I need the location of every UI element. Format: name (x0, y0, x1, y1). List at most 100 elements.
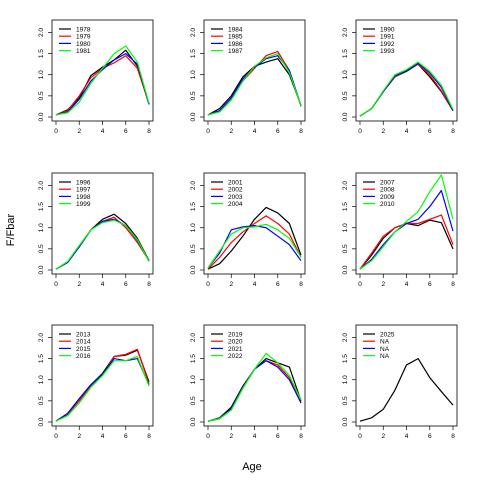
x-tick-label: 6 (124, 433, 128, 440)
x-tick-label: 8 (451, 433, 455, 440)
legend-label: 2014 (76, 339, 91, 346)
y-tick-label: 1.5 (342, 354, 349, 363)
legend-label: 2008 (380, 187, 395, 194)
y-tick-label: 2.0 (190, 28, 197, 37)
x-tick-label: 0 (54, 281, 58, 288)
y-tick-label: 2.0 (38, 333, 45, 342)
x-tick-label: 2 (381, 128, 385, 135)
y-tick-label: 2.0 (38, 181, 45, 190)
y-tick-label: 2.0 (342, 181, 349, 190)
x-tick-label: 6 (276, 128, 280, 135)
y-tick-label: 1.0 (342, 70, 349, 79)
legend-label: 1979 (76, 34, 91, 41)
y-axis-label: F/Fbar (5, 213, 17, 246)
x-tick-label: 8 (147, 281, 151, 288)
legend-label: 2020 (228, 339, 243, 346)
series-line-1-4 (55, 45, 150, 116)
legend-label: 1984 (228, 26, 243, 33)
legend-label: 2015 (76, 346, 91, 353)
legend-label: 1978 (76, 26, 91, 33)
x-tick-label: 2 (77, 433, 81, 440)
x-tick-label: 4 (253, 433, 257, 440)
y-tick-label: 1.5 (190, 49, 197, 58)
legend-label: 1987 (228, 48, 243, 55)
legend-label: 2021 (228, 346, 243, 353)
y-tick-label: 0.0 (38, 417, 45, 426)
x-tick-label: 8 (451, 281, 455, 288)
y-tick-label: 1.0 (38, 70, 45, 79)
x-tick-label: 8 (299, 281, 303, 288)
series-line-3-4 (359, 61, 454, 117)
x-tick-label: 0 (54, 128, 58, 135)
y-tick-label: 0.5 (190, 244, 197, 253)
x-tick-label: 4 (253, 281, 257, 288)
legend-label: 1999 (76, 201, 91, 208)
series-line-5-1 (207, 206, 302, 270)
series-line-2-4 (207, 52, 302, 116)
legend-label: 1986 (228, 41, 243, 48)
series-line-1-2 (55, 55, 150, 116)
plot-frame (355, 324, 458, 427)
y-tick-label: 2.0 (342, 333, 349, 342)
series-line-4-2 (55, 216, 150, 270)
series-line-6-3 (359, 189, 454, 270)
y-tick-label: 1.0 (190, 375, 197, 384)
legend-label: 1992 (380, 41, 395, 48)
x-tick-label: 8 (147, 433, 151, 440)
legend-label: 1980 (76, 41, 91, 48)
y-tick-label: 1.5 (38, 49, 45, 58)
y-tick-label: 1.0 (38, 375, 45, 384)
y-tick-label: 0.0 (190, 265, 197, 274)
x-tick-label: 0 (54, 433, 58, 440)
y-tick-label: 1.0 (190, 70, 197, 79)
x-tick-label: 6 (428, 433, 432, 440)
x-tick-label: 6 (124, 128, 128, 135)
y-tick-label: 1.5 (342, 49, 349, 58)
legend-label: 2003 (228, 194, 243, 201)
x-tick-label: 8 (299, 128, 303, 135)
legend-label: 1985 (228, 34, 243, 41)
y-tick-label: 0.5 (38, 91, 45, 100)
x-tick-label: 8 (147, 128, 151, 135)
y-tick-label: 2.0 (38, 28, 45, 37)
y-tick-label: 1.5 (190, 354, 197, 363)
y-tick-label: 0.0 (190, 112, 197, 121)
x-tick-label: 0 (358, 281, 362, 288)
legend-label: 2009 (380, 194, 395, 201)
legend-label: 2007 (380, 179, 395, 186)
series-line-5-2 (207, 215, 302, 270)
y-tick-label: 1.0 (190, 223, 197, 232)
x-tick-label: 2 (229, 128, 233, 135)
y-tick-label: 0.5 (190, 396, 197, 405)
series-line-8-1 (207, 357, 302, 422)
x-axis-label: Age (242, 461, 262, 473)
legend-label: 1998 (76, 194, 91, 201)
series-line-5-4 (207, 223, 302, 269)
x-tick-label: 2 (229, 433, 233, 440)
x-tick-label: 4 (101, 433, 105, 440)
y-tick-label: 1.5 (38, 202, 45, 211)
legend-label: 2022 (228, 353, 243, 360)
y-tick-label: 2.0 (190, 333, 197, 342)
x-tick-label: 4 (405, 433, 409, 440)
legend-label: 1991 (380, 34, 395, 41)
x-tick-label: 0 (206, 128, 210, 135)
y-tick-label: 1.5 (342, 202, 349, 211)
x-tick-label: 8 (299, 433, 303, 440)
x-tick-label: 0 (206, 281, 210, 288)
y-tick-label: 2.0 (190, 181, 197, 190)
x-tick-label: 2 (229, 281, 233, 288)
series-line-6-4 (359, 174, 454, 270)
y-tick-label: 2.0 (342, 28, 349, 37)
y-tick-label: 0.5 (190, 91, 197, 100)
x-tick-label: 6 (276, 433, 280, 440)
series-line-1-3 (55, 52, 150, 116)
y-tick-label: 0.5 (38, 396, 45, 405)
